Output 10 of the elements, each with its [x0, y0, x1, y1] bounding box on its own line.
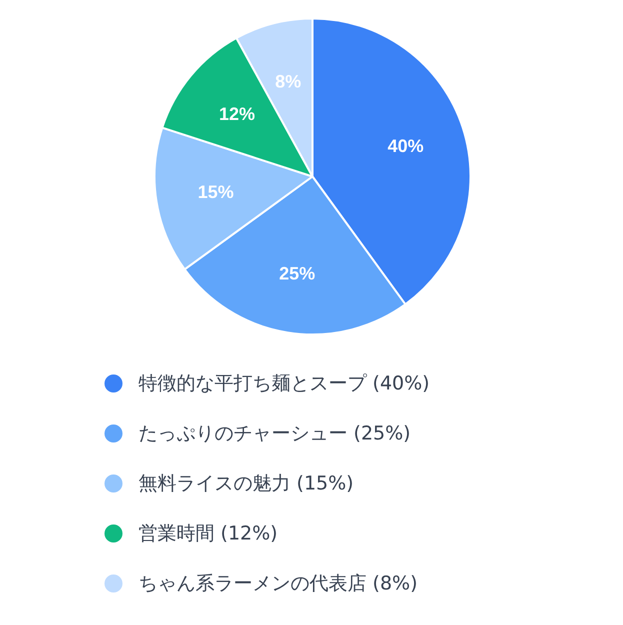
- data-label: 8%: [275, 72, 302, 92]
- data-label: 12%: [219, 104, 256, 124]
- legend-label: 特徴的な平打ち麺とスープ (40%): [138, 372, 430, 394]
- data-label: 40%: [388, 136, 424, 156]
- legend-label: ちゃん系ラーメンの代表店 (8%): [138, 572, 418, 594]
- data-label: 15%: [198, 182, 234, 202]
- data-label: 25%: [279, 263, 316, 284]
- legend-label: たっぷりのチャーシュー (25%): [138, 422, 411, 444]
- legend-label: 無料ライスの魅力 (15%): [138, 472, 354, 494]
- legend-label: 営業時間 (12%): [138, 522, 278, 544]
